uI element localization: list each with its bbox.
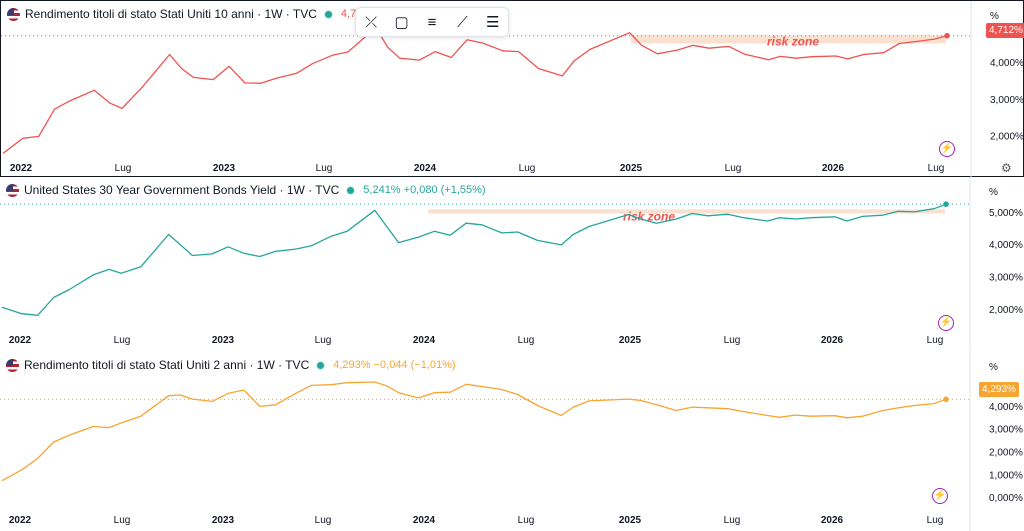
x-tick-label: Lug bbox=[518, 515, 535, 526]
chart-pane-10y[interactable]: risk zone 4,000% 3,000% 2,000%% 2022 Lug 2023 L… bbox=[0, 0, 1024, 179]
legend-30y: United States 30 Year Government Bonds Y… bbox=[6, 183, 486, 197]
x-tick-label: Lug bbox=[315, 515, 332, 526]
series-value: 4,293% −0,044 (−1,01%) bbox=[333, 359, 456, 371]
x-tick-label: 2023 bbox=[212, 335, 235, 346]
x-tick-label: 2024 bbox=[413, 335, 436, 346]
x-tick-label: Lug bbox=[315, 335, 332, 346]
x-tick-label: 2022 bbox=[9, 335, 32, 346]
x-tick-label: 2025 bbox=[619, 335, 642, 346]
series-line bbox=[1, 381, 947, 482]
chart-svg-2y: 4,000% 3,000% 2,000% 1,000% 0,000%% 2022 Lug 20… bbox=[0, 352, 1023, 531]
x-tick-label: 2024 bbox=[414, 163, 437, 174]
x-tick-label: Lug bbox=[114, 515, 131, 526]
chart-svg-30y: risk zone 5,000% 4,000% 3,000% 2,000%% 2022 Lu… bbox=[0, 177, 1023, 351]
x-tick-label: Lug bbox=[725, 163, 742, 174]
x-tick-label: Lug bbox=[316, 163, 333, 174]
x-tick-label: Lug bbox=[724, 335, 741, 346]
x-tick-label: 2026 bbox=[821, 335, 844, 346]
chart-pane-2y[interactable]: 4,000% 3,000% 2,000% 1,000% 0,000%% 2022 Lug 20… bbox=[0, 352, 1024, 531]
drawing-toolbar: ⤫ ▢ ≡ ⟋ ☰ bbox=[355, 7, 509, 37]
y-tick-label: 1,000% bbox=[989, 470, 1023, 481]
path-icon[interactable]: ⟋ bbox=[457, 13, 468, 31]
y-tick-label: 3,000% bbox=[990, 95, 1024, 106]
x-tick-label: 2023 bbox=[213, 163, 236, 174]
series-line bbox=[1, 203, 947, 316]
last-point-marker bbox=[943, 201, 949, 207]
x-tick-label: Lug bbox=[927, 515, 944, 526]
market-status-dot bbox=[346, 185, 356, 195]
risk-zone-rect bbox=[631, 35, 946, 44]
y-tick-label: 0,000% bbox=[989, 493, 1023, 504]
unit-label: % bbox=[989, 187, 998, 198]
series-title: Rendimento titoli di stato Stati Uniti 1… bbox=[25, 7, 317, 21]
fib-icon[interactable]: ≡ bbox=[427, 13, 437, 31]
us-flag-icon bbox=[6, 358, 19, 372]
x-tick-label: 2026 bbox=[821, 515, 844, 526]
legend-10y: Rendimento titoli di stato Stati Uniti 1… bbox=[7, 7, 378, 21]
x-tick-label: Lug bbox=[519, 163, 536, 174]
settings-gear-icon[interactable]: ⚙ bbox=[1001, 161, 1012, 175]
series-title: Rendimento titoli di stato Stati Uniti 2… bbox=[24, 358, 310, 372]
series-value: 5,241% +0,080 (+1,55%) bbox=[363, 184, 486, 196]
y-tick-label: 4,000% bbox=[990, 58, 1024, 69]
risk-zone-label: risk zone bbox=[623, 209, 675, 223]
x-tick-label: 2026 bbox=[822, 163, 845, 174]
last-point-marker bbox=[943, 396, 949, 403]
market-status-dot bbox=[323, 9, 333, 19]
rectangle-icon[interactable]: ▢ bbox=[394, 14, 409, 31]
us-flag-icon bbox=[6, 183, 19, 197]
x-tick-label: 2025 bbox=[619, 515, 642, 526]
x-tick-label: Lug bbox=[114, 335, 131, 346]
x-tick-label: Lug bbox=[927, 335, 944, 346]
x-tick-label: Lug bbox=[115, 163, 132, 174]
chart-svg-10y: risk zone 4,000% 3,000% 2,000%% 2022 Lug 2023 L… bbox=[1, 1, 1024, 179]
x-tick-label: 2023 bbox=[212, 515, 235, 526]
x-tick-label: 2022 bbox=[10, 163, 33, 174]
lightning-icon[interactable]: ⚡ bbox=[932, 488, 948, 504]
series-title: United States 30 Year Government Bonds Y… bbox=[24, 183, 340, 197]
lightning-icon[interactable]: ⚡ bbox=[938, 315, 954, 331]
last-point-marker bbox=[944, 32, 950, 39]
price-badge-2y: 4,293% bbox=[979, 382, 1019, 397]
x-tick-label: 2024 bbox=[413, 515, 436, 526]
unit-label: % bbox=[989, 362, 998, 373]
y-tick-label: 4,000% bbox=[989, 402, 1023, 413]
legend-2y: Rendimento titoli di stato Stati Uniti 2… bbox=[6, 358, 456, 372]
lightning-icon[interactable]: ⚡ bbox=[939, 141, 955, 157]
x-tick-label: Lug bbox=[724, 515, 741, 526]
price-badge-10y: 4,712% bbox=[986, 23, 1024, 38]
y-tick-label: 2,000% bbox=[989, 448, 1023, 459]
y-tick-label: 2,000% bbox=[989, 305, 1023, 316]
series-line bbox=[2, 26, 948, 154]
cross-lines-icon[interactable]: ⤫ bbox=[365, 13, 378, 31]
y-tick-label: 5,000% bbox=[989, 208, 1023, 219]
y-tick-label: 3,000% bbox=[989, 273, 1023, 284]
risk-zone-rect bbox=[428, 209, 945, 214]
risk-zone-label: risk zone bbox=[767, 34, 819, 48]
us-flag-icon bbox=[7, 7, 20, 21]
x-tick-label: Lug bbox=[928, 163, 945, 174]
lines-icon[interactable]: ☰ bbox=[486, 14, 500, 31]
x-tick-label: 2025 bbox=[620, 163, 643, 174]
unit-label: % bbox=[990, 11, 999, 22]
y-tick-label: 4,000% bbox=[989, 240, 1023, 251]
market-status-dot bbox=[316, 360, 326, 370]
y-tick-label: 3,000% bbox=[989, 425, 1023, 436]
chart-pane-30y[interactable]: risk zone 5,000% 4,000% 3,000% 2,000%% 2022 Lu… bbox=[0, 177, 1024, 353]
y-tick-label: 2,000% bbox=[990, 132, 1024, 143]
x-tick-label: Lug bbox=[518, 335, 535, 346]
x-tick-label: 2022 bbox=[9, 515, 32, 526]
